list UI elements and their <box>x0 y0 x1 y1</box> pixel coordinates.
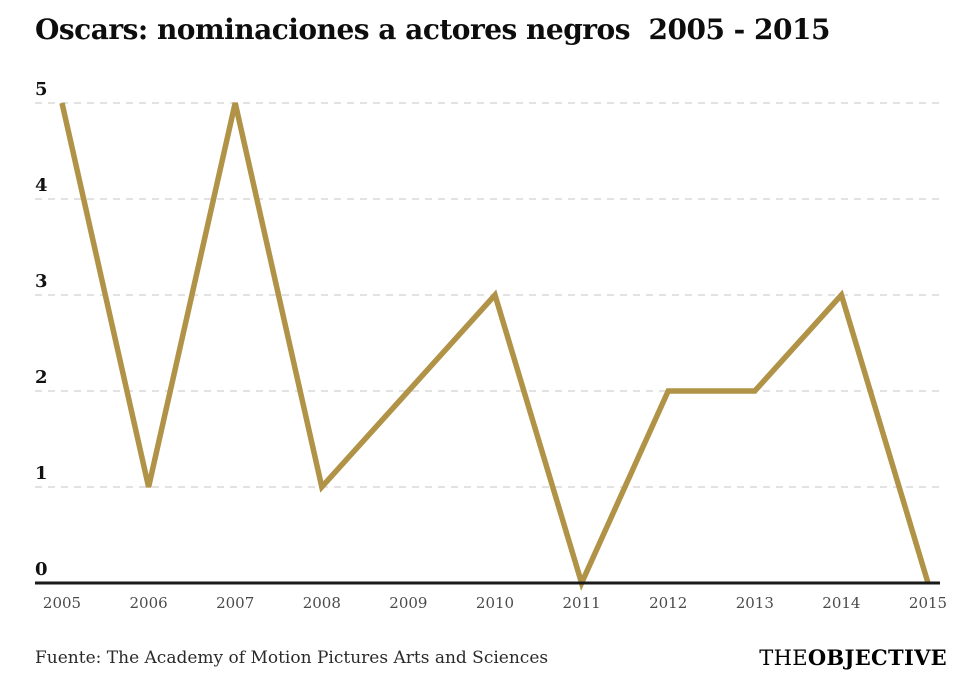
x-tick-label: 2005 <box>43 594 81 612</box>
x-tick-label: 2015 <box>909 594 947 612</box>
x-tick-label: 2008 <box>303 594 341 612</box>
x-tick-label: 2007 <box>216 594 254 612</box>
chart-title: Oscars: nominaciones a actores negros 20… <box>35 13 830 46</box>
x-tick-label: 2009 <box>389 594 427 612</box>
x-tick-label: 2012 <box>649 594 687 612</box>
y-tick-label: 3 <box>35 271 48 292</box>
y-tick-label: 4 <box>35 175 48 196</box>
y-tick-label: 1 <box>35 463 48 484</box>
y-tick-label: 5 <box>35 79 48 100</box>
brand-logo-suffix: OBJECTIVE <box>807 645 947 670</box>
x-tick-label: 2013 <box>736 594 774 612</box>
x-tick-label: 2014 <box>822 594 860 612</box>
brand-logo-prefix: THE <box>759 646 808 670</box>
brand-logo: THEOBJECTIVE <box>759 645 947 670</box>
y-tick-label: 0 <box>35 559 48 580</box>
x-tick-label: 2011 <box>563 594 601 612</box>
data-line-series <box>59 102 931 591</box>
y-tick-label: 2 <box>35 367 48 388</box>
x-tick-label: 2010 <box>476 594 514 612</box>
x-tick-label: 2006 <box>130 594 168 612</box>
source-attribution: Fuente: The Academy of Motion Pictures A… <box>35 648 549 668</box>
